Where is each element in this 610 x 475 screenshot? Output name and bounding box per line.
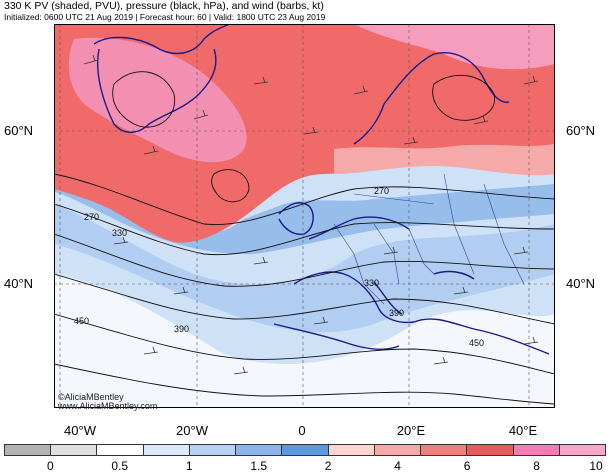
colorbar (4, 444, 606, 456)
colorbar-segment (374, 445, 422, 455)
colorbar-segment (328, 445, 375, 455)
colorbar-tick-label: 0 (46, 459, 54, 473)
colorbar-tick-label: 1.5 (250, 459, 268, 473)
lon-label-40w: 40°W (64, 423, 96, 438)
lon-label-0: 0 (298, 423, 306, 438)
colorbar-segment (513, 445, 560, 455)
pv-field-blue-mid (54, 204, 555, 333)
lat-label-60n-right: 60°N (566, 123, 596, 138)
map-subtitle: Initialized: 0600 UTC 21 Aug 2019 | Fore… (4, 12, 326, 22)
colorbar-tick-label: 0.5 (111, 459, 129, 473)
colorbar-segment (421, 445, 468, 455)
colorbar-segment (236, 445, 283, 455)
contour-label: 450 (469, 338, 484, 348)
credit-handle: ©AliciaMBentley (58, 392, 124, 402)
lat-label-40n-left: 40°N (4, 276, 34, 291)
borders (333, 173, 525, 305)
pressure-contours (54, 71, 555, 405)
pv-field-pink (68, 37, 247, 163)
colorbar-tick-label: 6 (463, 459, 471, 473)
colorbar-segment (467, 445, 514, 455)
credit-website: www.AliciaMBentley.com (58, 401, 158, 411)
colorbar-segment (97, 445, 144, 455)
pv-map: 270 330 450 390 270 330 390 450 (54, 24, 555, 408)
colorbar-tick-label: 4 (394, 459, 401, 473)
lon-label-20e: 20°E (396, 423, 426, 438)
colorbar-segment (143, 445, 190, 455)
contour-label: 330 (112, 228, 127, 238)
lon-label-40e: 40°E (508, 423, 538, 438)
colorbar-segment (5, 445, 52, 455)
pv-field-pink-east (354, 24, 555, 70)
lat-label-60n-left: 60°N (4, 123, 34, 138)
colorbar-tick-label: 8 (533, 459, 540, 473)
contour-label: 390 (389, 308, 404, 318)
contour-label: 330 (364, 278, 379, 288)
colorbar-tick-label: 1 (185, 459, 193, 473)
colorbar-tick-label: 10 (589, 459, 603, 473)
lon-label-20w: 20°W (176, 423, 208, 438)
pv-field-lightred (334, 144, 555, 176)
map-title: 330 K PV (shaded, PVU), pressure (black,… (4, 0, 324, 12)
contour-label: 270 (374, 186, 389, 196)
colorbar-segment (189, 445, 237, 455)
graticule (54, 24, 555, 408)
colorbar-tick-label: 2 (324, 459, 332, 473)
lat-label-40n-right: 40°N (566, 276, 596, 291)
pv-field-white (54, 274, 555, 408)
wind-barbs (83, 54, 539, 375)
colorbar-segment (559, 445, 606, 455)
contour-label: 270 (84, 212, 99, 222)
contour-label: 450 (74, 316, 89, 326)
contour-label: 390 (174, 324, 189, 334)
colorbar-segment (282, 445, 329, 455)
colorbar-segment (51, 445, 98, 455)
